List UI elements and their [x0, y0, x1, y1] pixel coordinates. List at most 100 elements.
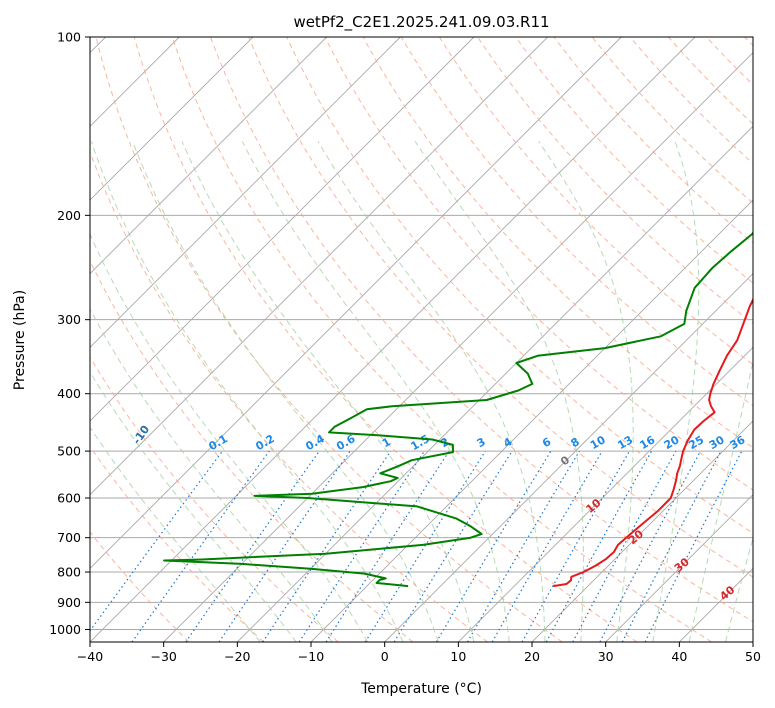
- isotherm-line: [531, 420, 753, 642]
- moist-adiabat-line: [652, 141, 700, 642]
- isobar-grid: [90, 37, 753, 630]
- mixing-ratio-label: 16: [637, 433, 657, 452]
- x-tick-label: −30: [150, 649, 176, 664]
- profile-line: [553, 297, 753, 588]
- mixing-ratio-label: 36: [728, 433, 748, 452]
- mixing-ratio-line: [466, 450, 580, 642]
- mixing-ratio-line: [262, 450, 392, 642]
- isotherm-grid: [90, 37, 753, 642]
- mixing-ratio-label: 0.4: [303, 432, 327, 453]
- mixing-ratio-label: 1: [380, 435, 393, 450]
- mixing-ratio-line: [185, 450, 320, 642]
- moist-adiabat-line: [132, 141, 439, 642]
- dry-adiabat-line: [362, 37, 753, 449]
- dry-adiabat-line: [553, 37, 753, 244]
- moist-adiabat-line: [414, 141, 584, 642]
- moist-adiabat-line: [90, 232, 369, 642]
- mixing-ratio-line: [521, 450, 631, 642]
- mixing-ratio-line: [393, 450, 513, 642]
- isotherm-line: [90, 37, 696, 642]
- dry-adiabat-line: [400, 37, 753, 407]
- dry-adiabat-line: [591, 37, 753, 204]
- dry-adiabat-line: [90, 150, 488, 642]
- moist-adiabat-line: [90, 308, 333, 642]
- mixing-ratio-label: 3: [475, 435, 488, 450]
- mixing-ratio-label: 6: [540, 435, 553, 450]
- dry-adiabat-line: [286, 37, 753, 534]
- y-axis-ticks: 100 200 300 400 500 600 700 800 900 1000: [49, 30, 90, 637]
- x-tick-label: −40: [77, 649, 103, 664]
- y-tick-label: 700: [57, 530, 81, 545]
- dry-adiabat-line: [668, 37, 753, 125]
- x-tick-label: 10: [450, 649, 466, 664]
- y-tick-label: 500: [57, 444, 81, 459]
- dry-adiabat-line: [133, 37, 638, 642]
- moist-adiabat-line: [538, 141, 634, 642]
- y-tick-label: 1000: [49, 622, 81, 637]
- x-tick-label: −20: [224, 649, 250, 664]
- y-tick-label: 600: [57, 491, 81, 506]
- dry-adiabat-line: [90, 356, 339, 642]
- dry-adiabat-line: [706, 37, 753, 86]
- y-tick-label: 900: [57, 595, 81, 610]
- mixing-ratio-line: [298, 450, 425, 642]
- mixing-ratio-label: 8: [569, 435, 582, 450]
- isotherm-line: [90, 37, 401, 348]
- chart-title: wetPf2_C2E1.2025.241.09.03.R11: [293, 13, 549, 32]
- isotherm-line: [752, 641, 753, 642]
- profile-series: [163, 231, 753, 588]
- profile-line: [163, 231, 753, 588]
- dry-adiabat-line: [90, 259, 414, 642]
- dry-adiabat-line: [438, 37, 753, 366]
- mixing-ratio-line: [325, 450, 450, 642]
- dry-adiabat-line: [248, 37, 753, 578]
- isotherm-line: [90, 37, 475, 422]
- mixing-ratio-line: [131, 450, 270, 642]
- isotherm-line: [679, 567, 753, 642]
- isotherm-line: [90, 37, 254, 201]
- moist-adiabat-line: [688, 358, 753, 642]
- mixing-ratio-lines: [90, 450, 743, 642]
- isotherm-line: [605, 494, 753, 642]
- isotherm-line: [163, 52, 753, 642]
- y-axis-title: Pressure (hPa): [12, 290, 28, 390]
- y-tick-label: 400: [57, 386, 81, 401]
- x-tick-label: 40: [671, 649, 687, 664]
- x-tick-label: 0: [381, 649, 389, 664]
- y-tick-label: 300: [57, 312, 81, 327]
- dry-adiabat-line: [324, 37, 753, 491]
- mixing-ratio-line: [90, 450, 223, 632]
- dry-adiabat-line: [95, 37, 563, 642]
- y-tick-label: 100: [57, 30, 81, 45]
- y-tick-label: 800: [57, 565, 81, 580]
- dry-adiabat-label: -10: [130, 423, 152, 447]
- dry-adiabat-line: [210, 37, 753, 623]
- dry-adiabat-line: [90, 531, 190, 642]
- moist-adiabat-line: [90, 426, 261, 642]
- isotherm-line: [90, 37, 622, 569]
- moist-adiabat-line: [181, 141, 475, 642]
- plot-area: -100-90-80-70-60-50-40-30-20-10010203040…: [90, 37, 753, 642]
- mixing-ratio-line: [364, 450, 486, 642]
- dry-adiabats: [90, 37, 753, 642]
- moist-adiabat-line: [725, 536, 753, 642]
- mixing-ratio-line: [644, 450, 743, 642]
- x-tick-label: 30: [598, 649, 614, 664]
- isotherm-line: [90, 37, 327, 275]
- plot-frame: [89, 36, 754, 643]
- mixing-ratio-line: [599, 450, 702, 642]
- mixing-ratio-line: [491, 450, 603, 642]
- isotherm-line: [90, 37, 548, 496]
- moist-adiabat-line: [241, 141, 510, 642]
- x-tick-label: 50: [745, 649, 761, 664]
- mixing-ratio-line: [572, 450, 677, 642]
- mixing-ratio-line: [545, 450, 653, 642]
- moist-adiabat-line: [90, 370, 297, 642]
- x-axis-ticks: −40 −30 −20 −10 0 10 20 30 40 50: [77, 642, 761, 664]
- mixing-ratio-label: 30: [707, 433, 727, 452]
- x-tick-label: −10: [298, 649, 324, 664]
- x-tick-label: 20: [524, 649, 540, 664]
- mixing-ratio-line: [435, 450, 552, 642]
- isotherm-line: [458, 346, 753, 642]
